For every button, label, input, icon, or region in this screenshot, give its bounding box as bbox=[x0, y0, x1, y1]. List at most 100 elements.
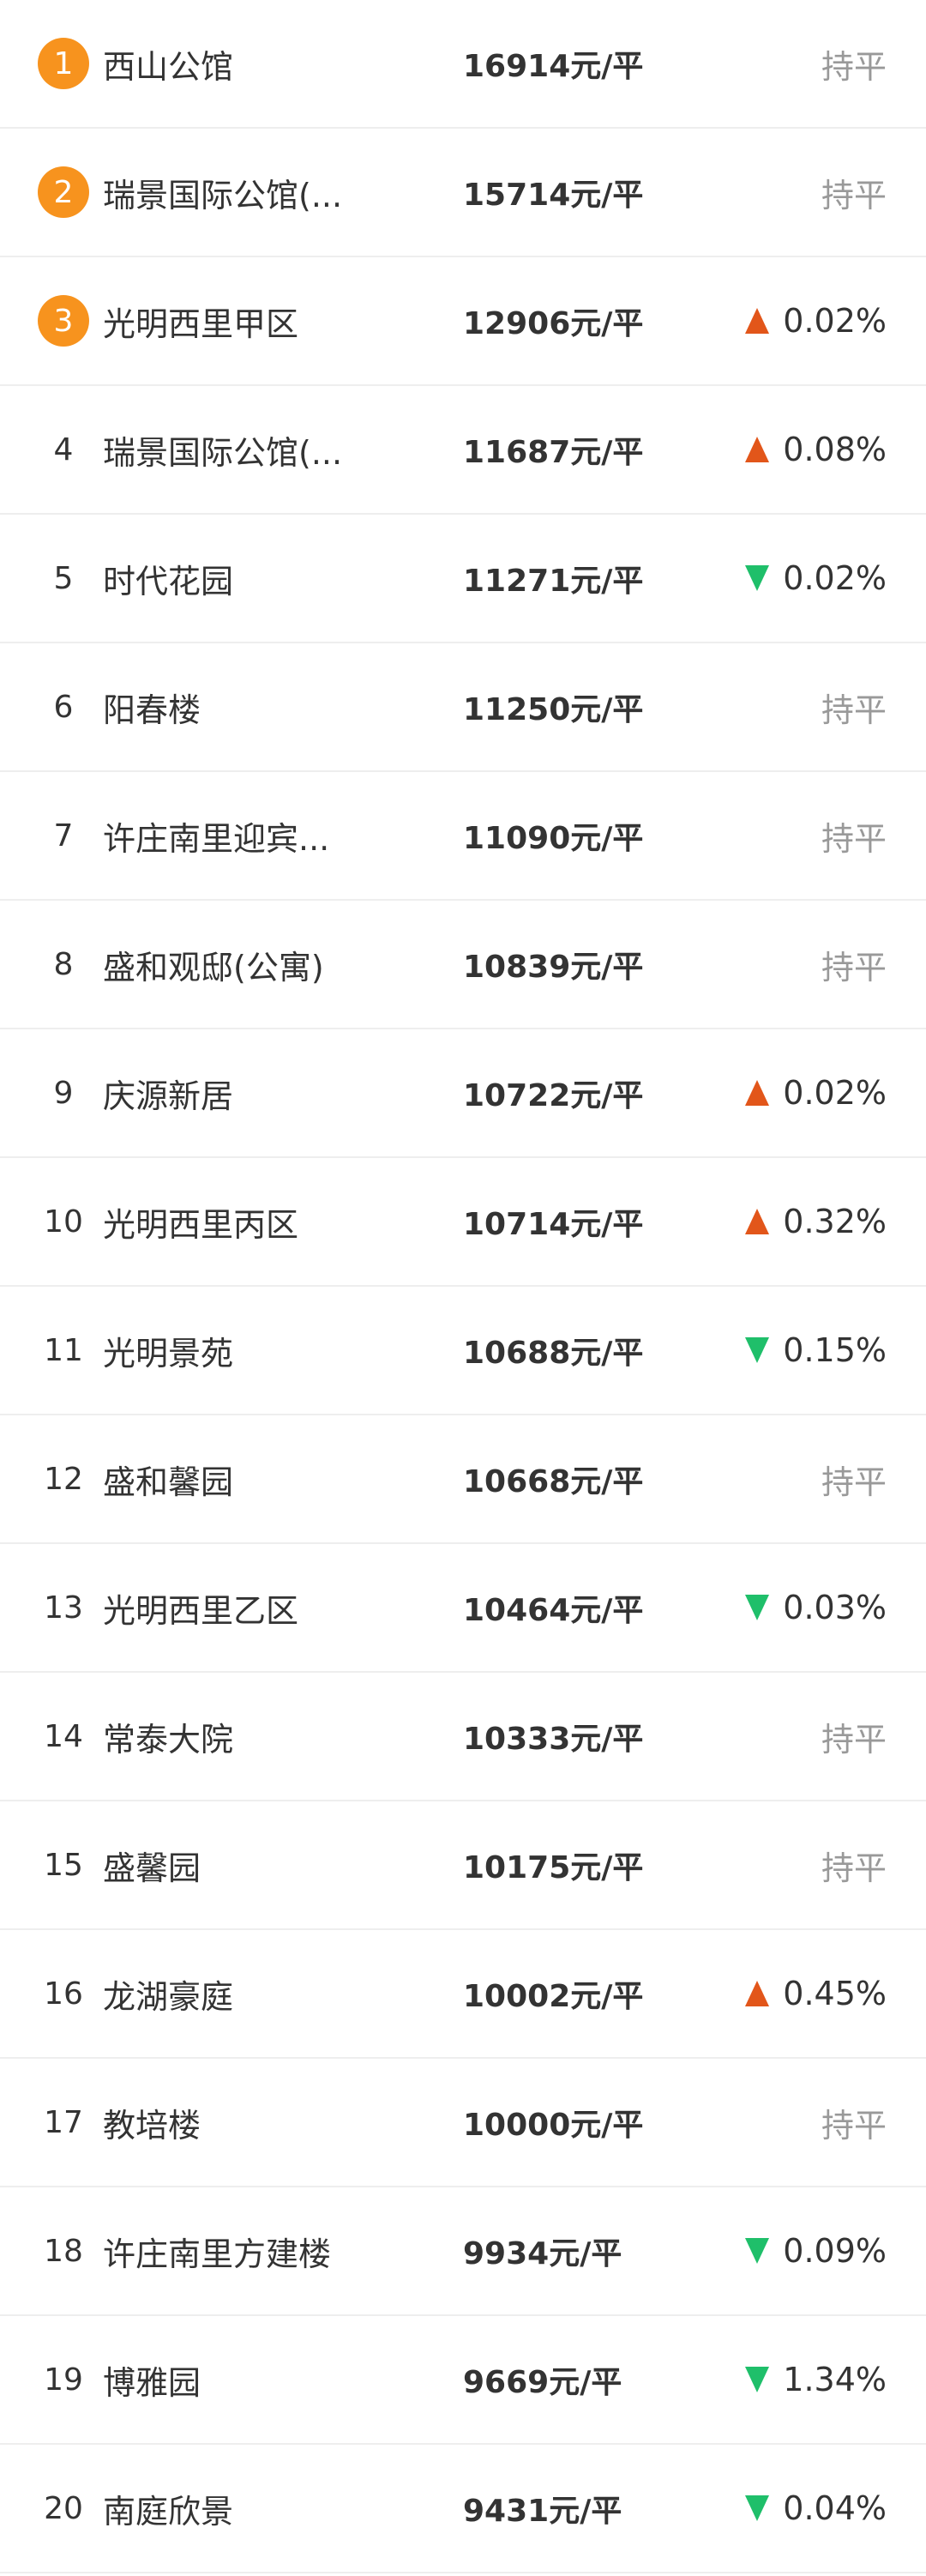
arrow-down-icon bbox=[745, 2238, 770, 2264]
arrow-down-icon bbox=[745, 2367, 770, 2392]
community-name: 西山公馆 bbox=[103, 47, 234, 86]
community-name: 常泰大院 bbox=[103, 1720, 234, 1759]
price-change-value: 持平 bbox=[821, 1720, 887, 1759]
price-change: 持平 bbox=[821, 1713, 887, 1760]
price-change: 持平 bbox=[821, 1456, 887, 1503]
price-change: 0.04% bbox=[745, 2489, 887, 2527]
rank-number: 13 bbox=[44, 1590, 83, 1626]
community-name: 教培楼 bbox=[103, 2106, 201, 2145]
list-item[interactable]: 14 常泰大院 10333元/平 持平 bbox=[0, 1673, 926, 1801]
price-change-value: 0.03% bbox=[783, 1589, 887, 1626]
rank-number: 18 bbox=[44, 2233, 83, 2269]
rank-badge: 2 bbox=[38, 166, 89, 218]
unit-price: 10839元/平 bbox=[463, 950, 644, 985]
list-item[interactable]: 16 龙湖豪庭 10002元/平 0.45% bbox=[0, 1930, 926, 2059]
rank-number: 5 bbox=[53, 560, 74, 596]
list-item[interactable]: 5 时代花园 11271元/平 0.02% bbox=[0, 515, 926, 643]
list-item[interactable]: 10 光明西里丙区 10714元/平 0.32% bbox=[0, 1158, 926, 1287]
rank-number: 14 bbox=[44, 1718, 83, 1754]
price-change: 持平 bbox=[821, 1842, 887, 1889]
community-name: 盛和观邸(公寓) bbox=[103, 948, 324, 986]
rank-badge: 1 bbox=[38, 38, 89, 89]
list-item[interactable]: 6 阳春楼 11250元/平 持平 bbox=[0, 643, 926, 772]
rank-badge: 3 bbox=[38, 295, 89, 347]
unit-price: 10714元/平 bbox=[463, 1207, 644, 1242]
community-name: 瑞景国际公馆(... bbox=[103, 433, 343, 472]
price-change: 0.45% bbox=[745, 1975, 887, 2012]
price-change: 0.02% bbox=[745, 1074, 887, 1112]
arrow-down-icon bbox=[745, 565, 770, 591]
community-name: 阳春楼 bbox=[103, 691, 201, 729]
list-item[interactable]: 7 许庄南里迎宾... 11090元/平 持平 bbox=[0, 772, 926, 901]
list-item[interactable]: 2 瑞景国际公馆(... 15714元/平 持平 bbox=[0, 129, 926, 257]
price-change-value: 持平 bbox=[821, 691, 887, 729]
price-change: 0.02% bbox=[745, 559, 887, 597]
price-change-value: 0.02% bbox=[783, 302, 887, 340]
community-name: 许庄南里迎宾... bbox=[103, 819, 330, 858]
price-change-value: 0.45% bbox=[783, 1975, 887, 2012]
arrow-up-icon bbox=[745, 1209, 770, 1234]
arrow-down-icon bbox=[745, 1337, 770, 1363]
price-change: 0.15% bbox=[745, 1331, 887, 1369]
community-name: 博雅园 bbox=[103, 2363, 201, 2402]
unit-price: 11250元/平 bbox=[463, 692, 644, 727]
list-item[interactable]: 8 盛和观邸(公寓) 10839元/平 持平 bbox=[0, 901, 926, 1029]
list-item[interactable]: 20 南庭欣景 9431元/平 0.04% bbox=[0, 2445, 926, 2573]
price-change: 持平 bbox=[821, 941, 887, 988]
rank-number: 7 bbox=[53, 817, 74, 854]
list-item[interactable]: 9 庆源新居 10722元/平 0.02% bbox=[0, 1029, 926, 1158]
list-item[interactable]: 4 瑞景国际公馆(... 11687元/平 0.08% bbox=[0, 386, 926, 515]
price-change-value: 0.15% bbox=[783, 1331, 887, 1369]
price-change-value: 持平 bbox=[821, 819, 887, 858]
unit-price: 11090元/平 bbox=[463, 821, 644, 856]
rank-number: 17 bbox=[44, 2104, 83, 2140]
arrow-down-icon bbox=[745, 2495, 770, 2521]
unit-price: 10000元/平 bbox=[463, 2108, 644, 2143]
list-item[interactable]: 3 光明西里甲区 12906元/平 0.02% bbox=[0, 257, 926, 386]
rank-number: 16 bbox=[44, 1976, 83, 2012]
price-change-value: 持平 bbox=[821, 948, 887, 986]
rank-number: 20 bbox=[44, 2490, 83, 2526]
price-change: 0.08% bbox=[745, 431, 887, 468]
price-change: 0.02% bbox=[745, 302, 887, 340]
rank-number: 9 bbox=[53, 1075, 74, 1111]
community-name: 光明西里甲区 bbox=[103, 305, 299, 343]
unit-price: 9431元/平 bbox=[463, 2494, 622, 2529]
arrow-up-icon bbox=[745, 1981, 770, 2006]
list-item[interactable]: 12 盛和馨园 10668元/平 持平 bbox=[0, 1415, 926, 1544]
price-change-value: 0.32% bbox=[783, 1203, 887, 1240]
price-change: 持平 bbox=[821, 684, 887, 731]
unit-price: 10333元/平 bbox=[463, 1722, 644, 1757]
unit-price: 9669元/平 bbox=[463, 2365, 622, 2400]
rank-number: 6 bbox=[53, 689, 74, 725]
list-item[interactable]: 17 教培楼 10000元/平 持平 bbox=[0, 2059, 926, 2187]
unit-price: 12906元/平 bbox=[463, 306, 644, 341]
community-name: 盛馨园 bbox=[103, 1849, 201, 1887]
list-item[interactable]: 19 博雅园 9669元/平 1.34% bbox=[0, 2316, 926, 2445]
unit-price: 9934元/平 bbox=[463, 2236, 622, 2271]
rank-number: 4 bbox=[53, 431, 74, 468]
list-item[interactable]: 15 盛馨园 10175元/平 持平 bbox=[0, 1801, 926, 1930]
list-item[interactable]: 18 许庄南里方建楼 9934元/平 0.09% bbox=[0, 2187, 926, 2316]
unit-price: 15714元/平 bbox=[463, 178, 644, 213]
list-item[interactable]: 13 光明西里乙区 10464元/平 0.03% bbox=[0, 1544, 926, 1673]
price-change: 0.09% bbox=[745, 2232, 887, 2270]
price-change-value: 持平 bbox=[821, 1463, 887, 1501]
community-name: 光明景苑 bbox=[103, 1334, 234, 1372]
price-change: 持平 bbox=[821, 40, 887, 87]
price-change: 1.34% bbox=[745, 2361, 887, 2398]
rank-number: 15 bbox=[44, 1847, 83, 1883]
unit-price: 16914元/平 bbox=[463, 49, 644, 84]
arrow-up-icon bbox=[745, 308, 770, 334]
list-item[interactable]: 1 西山公馆 16914元/平 持平 bbox=[0, 0, 926, 129]
community-name: 庆源新居 bbox=[103, 1077, 234, 1115]
community-name: 南庭欣景 bbox=[103, 2492, 234, 2531]
arrow-up-icon bbox=[745, 1080, 770, 1106]
unit-price: 10722元/平 bbox=[463, 1078, 644, 1113]
unit-price: 11687元/平 bbox=[463, 435, 644, 470]
price-change: 持平 bbox=[821, 2099, 887, 2146]
price-change-value: 持平 bbox=[821, 1849, 887, 1887]
community-name: 盛和馨园 bbox=[103, 1463, 234, 1501]
list-item[interactable]: 11 光明景苑 10688元/平 0.15% bbox=[0, 1287, 926, 1415]
